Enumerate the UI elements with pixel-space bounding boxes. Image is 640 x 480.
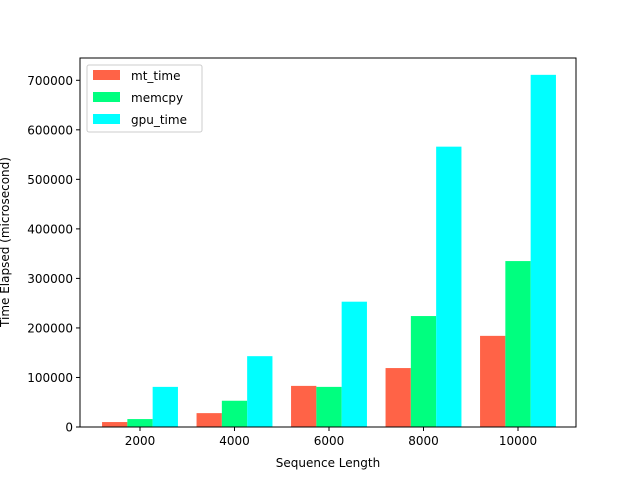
y-tick-label: 500000 bbox=[27, 173, 73, 187]
bar-gpu_time-10000 bbox=[530, 74, 556, 427]
bar-mt_time-10000 bbox=[480, 335, 506, 427]
legend-swatch-memcpy bbox=[93, 92, 120, 102]
x-tick-label: 6000 bbox=[314, 434, 345, 448]
y-tick-label: 700000 bbox=[27, 74, 73, 88]
legend-swatch-mt_time bbox=[93, 70, 120, 80]
bar-mt_time-8000 bbox=[385, 368, 411, 427]
y-tick-label: 200000 bbox=[27, 321, 73, 335]
bar-memcpy-8000 bbox=[410, 316, 437, 427]
y-tick-label: 100000 bbox=[27, 371, 73, 385]
bar-mt_time-2000 bbox=[102, 422, 128, 427]
x-tick-label: 10000 bbox=[499, 434, 537, 448]
bar-gpu_time-2000 bbox=[152, 386, 178, 427]
y-axis-ticks: 0 100000 200000 300000 400000 500000 600000 700… bbox=[27, 74, 80, 435]
x-tick-label: 2000 bbox=[125, 434, 156, 448]
plot-frame bbox=[79, 57, 577, 428]
x-tick-label: 8000 bbox=[408, 434, 439, 448]
bar-gpu_time-4000 bbox=[247, 356, 273, 427]
bar-memcpy-2000 bbox=[127, 419, 153, 427]
x-tick-label: 4000 bbox=[219, 434, 250, 448]
legend-label-gpu_time: gpu_time bbox=[131, 113, 187, 127]
bar-gpu_time-6000 bbox=[341, 301, 367, 427]
legend-label-mt_time: mt_time bbox=[131, 69, 181, 83]
y-axis-label: Time Elapsed (microsecond) bbox=[0, 157, 12, 328]
bars-group bbox=[102, 74, 556, 427]
y-tick-label: 600000 bbox=[27, 123, 73, 137]
bar-mt_time-4000 bbox=[196, 413, 222, 427]
bar-memcpy-10000 bbox=[505, 261, 531, 427]
bar-gpu_time-8000 bbox=[436, 146, 462, 427]
legend-swatch-gpu_time bbox=[93, 114, 120, 124]
y-tick-label: 400000 bbox=[27, 222, 73, 236]
bar-memcpy-4000 bbox=[221, 400, 248, 427]
bar-mt_time-6000 bbox=[291, 385, 317, 427]
x-axis-ticks: 2000 4000 6000 8000 10000 bbox=[125, 427, 537, 448]
x-axis-label: Sequence Length bbox=[276, 456, 380, 470]
legend-label-memcpy: memcpy bbox=[131, 91, 183, 105]
bar-memcpy-6000 bbox=[316, 386, 342, 427]
y-tick-label: 300000 bbox=[27, 272, 73, 286]
y-tick-label: 0 bbox=[65, 421, 73, 435]
